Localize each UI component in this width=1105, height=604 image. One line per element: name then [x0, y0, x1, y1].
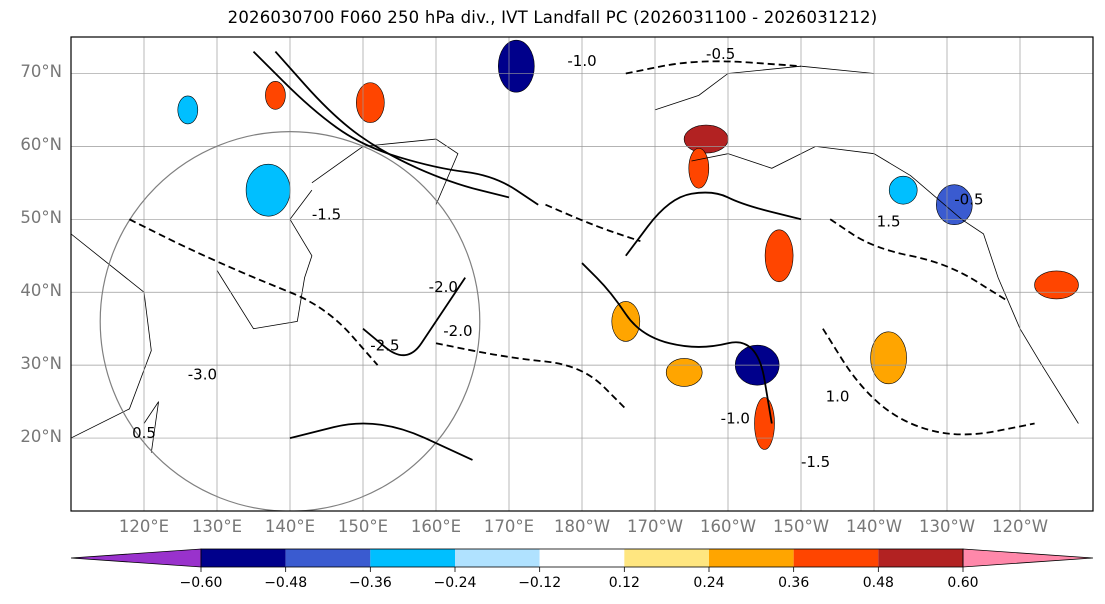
positive-contour	[581, 262, 773, 424]
range-circle	[99, 131, 481, 511]
contour-label: -1.5	[312, 205, 341, 223]
colorbar-tick-label: −0.60	[179, 575, 223, 591]
colorbar-segment	[370, 549, 455, 567]
contour-label: -0.5	[954, 191, 983, 209]
coastline	[691, 145, 1079, 424]
colorbar-tick-label: −0.12	[518, 575, 562, 591]
shaded-region	[665, 358, 703, 387]
negative-contour	[625, 60, 802, 75]
shaded-region	[497, 39, 535, 93]
lat-tick-label: 20°N	[20, 427, 62, 447]
chart-title: 2026030700 F060 250 hPa div., IVT Landfa…	[227, 8, 878, 27]
negative-contour	[435, 342, 627, 410]
contour-label: -3.0	[188, 366, 217, 384]
divergence-shading	[177, 39, 1079, 450]
lon-tick-label: 170°E	[483, 517, 535, 536]
shaded-region	[688, 147, 710, 189]
contour-label: -1.5	[801, 453, 830, 471]
shaded-region	[245, 163, 291, 217]
colorbar-frame	[200, 548, 964, 568]
lat-tick-label: 50°N	[20, 208, 62, 228]
positive-contour	[362, 277, 466, 357]
contour-label: 1.5	[877, 213, 901, 231]
contour-label: -2.5	[370, 337, 399, 355]
contour-label: -1.0	[721, 409, 750, 427]
colorbar-segment	[624, 549, 709, 567]
positive-contour	[252, 50, 539, 206]
colorbar-tick-label: 0.12	[608, 575, 640, 591]
colorbar-segment	[878, 549, 963, 567]
lat-tick-label: 30°N	[20, 354, 62, 374]
shaded-region	[870, 331, 907, 385]
lon-tick-label: 150°W	[772, 517, 830, 536]
positive-contour	[274, 50, 510, 199]
shaded-region	[265, 81, 286, 110]
colorbar-segment	[709, 549, 794, 567]
lon-tick-label: 120°W	[991, 517, 1049, 536]
gridlines	[71, 37, 1093, 511]
negative-contour	[545, 203, 641, 243]
lon-tick-label: 130°W	[918, 517, 976, 536]
shaded-region	[683, 124, 729, 154]
colorbar-tick-label: 0.36	[778, 575, 810, 591]
lon-tick-label: 130°E	[191, 517, 243, 536]
lat-tick-label: 70°N	[20, 62, 62, 82]
lon-tick-label: 160°E	[410, 517, 462, 536]
shaded-region	[888, 175, 918, 205]
negative-contour	[128, 218, 379, 366]
coastline	[143, 401, 159, 453]
ivt-contours	[128, 50, 1035, 461]
colorbar	[70, 548, 1094, 572]
colorbar-extend-low	[70, 548, 202, 568]
map-frame	[70, 36, 1094, 512]
range-circle	[99, 131, 481, 511]
shaded-region	[177, 95, 199, 125]
lon-tick-label: 160°W	[699, 517, 757, 536]
colorbar-tick-label: −0.36	[348, 575, 392, 591]
colorbar-segment	[793, 549, 879, 567]
contour-label: -2.0	[443, 322, 472, 340]
positive-contour	[289, 422, 473, 461]
colorbar-tick-label: −0.24	[433, 575, 477, 591]
colorbar-segment	[201, 549, 286, 567]
colorbar-tick-label: 0.60	[947, 575, 979, 591]
shaded-region	[935, 184, 973, 226]
colorbar-tick-label: −0.48	[264, 575, 308, 591]
lon-tick-label: 120°E	[118, 517, 170, 536]
colorbar-segment	[539, 549, 625, 567]
lat-tick-label: 60°N	[20, 135, 62, 155]
lon-tick-label: 140°E	[264, 517, 316, 536]
shaded-region	[355, 82, 385, 123]
contour-label: 1.0	[826, 388, 850, 406]
shaded-region	[611, 301, 641, 342]
colorbar-segment	[285, 549, 371, 567]
lat-tick-label: 40°N	[20, 281, 62, 301]
negative-contour	[829, 218, 1006, 301]
colorbar-tick-label: 0.48	[862, 575, 894, 591]
contour-label: 0.5	[132, 424, 156, 442]
contour-labels: -0.5 -1.0 -1.5 -2.0 -2.5 -3.0 0.5 1.0 1.5 -0.5 -1.…	[132, 45, 983, 471]
contour-label: -1.0	[567, 52, 596, 70]
colorbar-extend-high	[962, 548, 1094, 568]
positive-contour	[625, 191, 802, 257]
coastline	[71, 233, 152, 439]
contour-label: -0.5	[706, 45, 735, 63]
shaded-region	[764, 229, 794, 283]
shaded-region	[1034, 270, 1079, 300]
colorbar-tick-label: 0.24	[693, 575, 725, 591]
lon-tick-label: 140°W	[845, 517, 903, 536]
lon-tick-label: 180°W	[553, 517, 611, 536]
negative-contour	[822, 328, 1035, 436]
contour-label: -2.0	[429, 278, 458, 296]
colorbar-segment	[455, 549, 540, 567]
lon-tick-label: 170°W	[626, 517, 684, 536]
lon-tick-label: 150°E	[337, 517, 389, 536]
